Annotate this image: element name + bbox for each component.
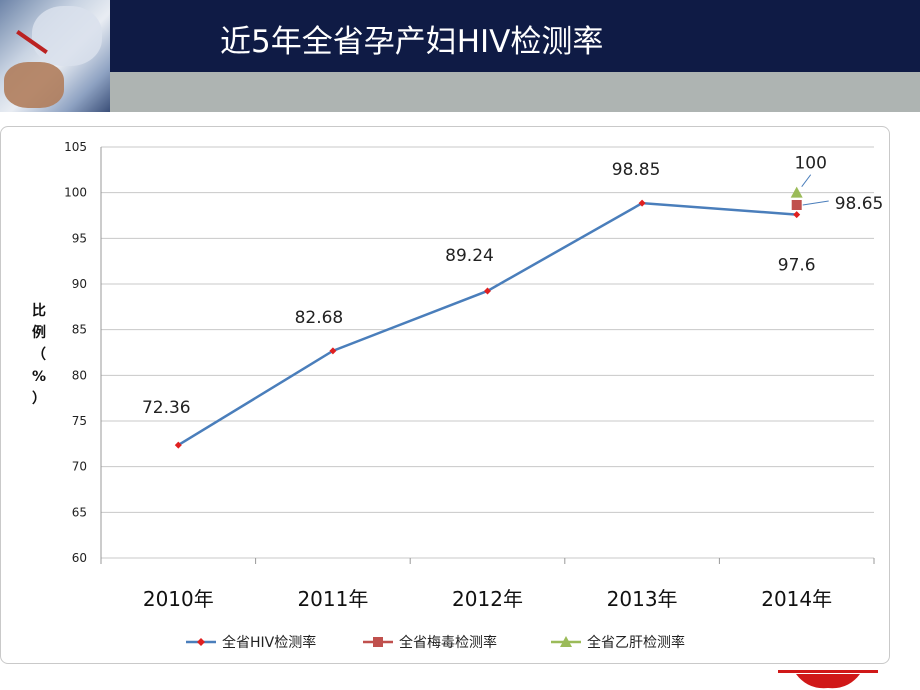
y-tick-label: 90 — [72, 277, 87, 291]
data-label-syphilis: 98.65 — [835, 194, 884, 214]
data-label-hiv: 82.68 — [295, 308, 344, 328]
x-tick-label: 2010年 — [143, 587, 214, 611]
legend-item-syphilis-marker — [373, 637, 383, 647]
data-point-hbv — [790, 186, 803, 198]
data-point-hiv — [174, 441, 182, 449]
data-point-hiv — [638, 199, 646, 207]
photo-face-shape — [32, 6, 102, 66]
x-tick-label: 2012年 — [452, 587, 523, 611]
legend-item-hiv-marker — [197, 638, 205, 646]
y-tick-label: 80 — [72, 368, 87, 382]
chart-frame: 60 65 70 75 80 85 90 95 100 105 2010年 2011年 2012年 201… — [0, 126, 890, 664]
y-tick-label: 75 — [72, 414, 87, 428]
y-axis-label-char: 比 — [32, 302, 46, 319]
subheader-band — [110, 72, 920, 112]
legend-item-hiv-label: 全省HIV检测率 — [222, 634, 316, 651]
legend-item-syphilis-label: 全省梅毒检测率 — [399, 634, 497, 651]
header-photo — [0, 0, 110, 112]
y-tick-label: 100 — [64, 186, 87, 200]
y-axis-label-char: 例 — [32, 324, 46, 341]
data-label-hbv: 100 — [794, 154, 826, 174]
data-point-hiv — [484, 287, 491, 295]
data-point-syphilis — [791, 199, 802, 210]
y-tick-label: 95 — [72, 231, 87, 245]
data-point-hiv — [793, 211, 801, 219]
corner-decoration — [778, 670, 878, 689]
leader-line-hbv — [801, 174, 812, 187]
line-chart: 60 65 70 75 80 85 90 95 100 105 2010年 2011年 2012年 201… — [32, 140, 884, 651]
data-label-hiv: 89.24 — [445, 246, 494, 266]
y-tick-label: 105 — [64, 140, 87, 154]
series-line-hiv — [177, 201, 797, 447]
y-tick-label: 65 — [72, 505, 87, 519]
photo-hand-shape — [4, 62, 64, 108]
x-tick-label: 2013年 — [607, 587, 678, 611]
legend-item-hbv-marker — [560, 636, 572, 647]
data-point-hiv — [329, 347, 337, 355]
x-tick-label: 2014年 — [761, 587, 832, 611]
y-axis-label-char: （ — [32, 347, 46, 363]
x-tick-label: 2011年 — [297, 587, 368, 611]
slide-title: 近5年全省孕产妇HIV检测率 — [220, 24, 604, 60]
y-tick-label: 60 — [72, 551, 87, 565]
y-axis-label-char: % — [32, 369, 46, 385]
y-tick-label: 70 — [72, 460, 87, 474]
slide-header — [0, 0, 920, 72]
y-tick-label: 85 — [72, 323, 87, 337]
leader-line-syphilis — [802, 200, 829, 206]
data-label-hiv: 97.6 — [778, 256, 816, 276]
data-label-hiv: 72.36 — [142, 398, 191, 418]
legend-item-hbv-label: 全省乙肝检测率 — [587, 634, 685, 651]
y-axis-label-char: ） — [32, 391, 46, 407]
data-label-hiv: 98.85 — [612, 160, 661, 180]
